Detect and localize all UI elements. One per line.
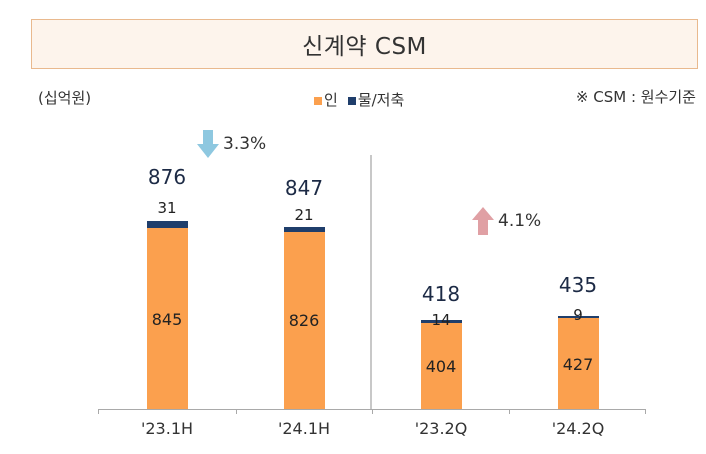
mul-value-label: 9	[573, 306, 583, 324]
bar-segment-mul	[284, 227, 325, 232]
unit-label: (십억원)	[38, 89, 92, 107]
legend-swatch-orange-icon	[314, 97, 322, 105]
legend-label-mul: 물/저축	[357, 91, 405, 109]
chart-title-box: 신계약 CSM	[31, 19, 698, 69]
x-axis-label: '24.1H	[277, 419, 331, 438]
legend-label-in: 인	[324, 91, 338, 109]
bar-segment-mul	[147, 221, 188, 228]
period-divider	[370, 155, 372, 409]
change-annotation-down: 3.3%	[197, 130, 266, 158]
bar-segment-in	[147, 228, 188, 409]
in-value-label: 826	[288, 311, 320, 330]
x-axis-tick	[509, 409, 510, 414]
x-axis-tick	[645, 409, 646, 414]
bar-segment-in	[284, 232, 325, 409]
up-arrow-icon	[472, 207, 494, 235]
x-axis-label: '23.2Q	[414, 419, 468, 438]
change-annotation-up: 4.1%	[472, 207, 541, 235]
x-axis-label: '23.1H	[140, 419, 194, 438]
mul-value-label: 14	[431, 311, 451, 329]
bar-segment-in	[558, 318, 599, 409]
bar-24-2q	[558, 316, 599, 409]
total-label: 418	[421, 282, 461, 306]
bar-segment-mul	[558, 316, 599, 318]
mul-value-label: 21	[294, 206, 314, 224]
bar-segment-mul	[421, 320, 462, 323]
x-axis-tick	[372, 409, 373, 414]
in-value-label: 845	[151, 310, 183, 329]
legend-item-in: 인	[314, 89, 338, 110]
x-axis-tick	[236, 409, 237, 414]
x-axis-label: '24.2Q	[551, 419, 605, 438]
in-value-label: 427	[562, 355, 594, 374]
legend: 인 물/저축	[314, 89, 410, 110]
total-label: 435	[558, 273, 598, 297]
bar-23-2q	[421, 320, 462, 409]
bar-24-1h	[284, 227, 325, 409]
total-label: 876	[147, 165, 187, 189]
note-label: ※ CSM : 원수기준	[575, 88, 696, 106]
legend-swatch-navy-icon	[347, 97, 356, 105]
down-arrow-icon	[197, 130, 219, 158]
change-label-up: 4.1%	[498, 211, 542, 231]
total-label: 847	[284, 176, 324, 200]
mul-value-label: 31	[157, 199, 177, 217]
in-value-label: 404	[425, 357, 457, 376]
change-label-down: 3.3%	[223, 134, 267, 154]
bar-segment-in	[421, 323, 462, 409]
legend-item-mul: 물/저축	[347, 89, 405, 110]
x-axis-tick	[98, 409, 99, 414]
bar-23-1h	[147, 221, 188, 409]
chart-title: 신계약 CSM	[302, 34, 427, 60]
